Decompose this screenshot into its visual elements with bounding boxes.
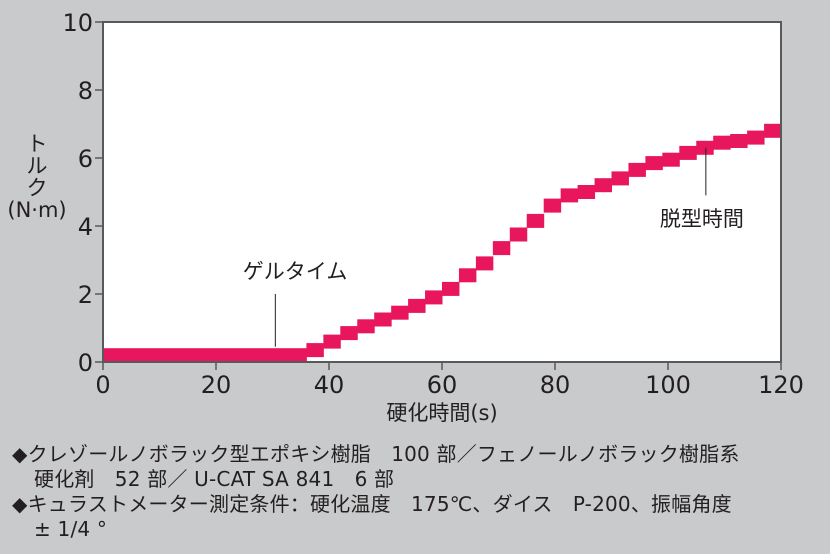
curve-step [475,256,494,271]
x-axis-title: 硬化時間(s) [386,401,497,425]
curve-step [103,348,290,363]
curve-step [560,188,579,203]
x-tick-label: 60 [427,371,458,399]
curve-step [442,281,460,296]
y-tick-label: 2 [78,281,93,309]
x-tick-label: 100 [645,371,691,399]
curve-step [594,178,612,193]
footnote-text: キュラストメーター測定条件：硬化温度 175℃、ダイス P-200、振幅角度 [27,492,732,516]
axes: 0 20 40 60 80 100 120 0 2 4 6 8 10 [62,9,803,399]
footnote-line: ◆キュラストメーター測定条件：硬化温度 175℃、ダイス P-200、振幅角度 [12,492,830,517]
y-axis-title-char: ト [26,132,48,156]
footnote-text: クレゾールノボラック型エポキシ樹脂 100 部／フェノールノボラック樹脂系 [27,442,740,466]
curve-step [509,227,528,242]
curve-step [289,348,307,363]
footnote-line: 硬化剤 52 部／ U-CAT SA 841 6 部 [12,467,830,492]
curve-step [730,134,748,148]
footnote-line: ◆クレゾールノボラック型エポキシ樹脂 100 部／フェノールノボラック樹脂系 [12,442,830,467]
curve-step [374,312,392,327]
curve-step [340,326,358,341]
x-tick-label: 40 [314,371,345,399]
curve-step [747,130,765,145]
torque-chart: ゲルタイム 脱型時間 0 20 40 60 80 100 120 0 2 4 6 8 10 硬化時間(s) [62,9,803,425]
y-tick-label: 6 [78,145,93,173]
curve-step [543,198,562,213]
curve-step [526,213,545,228]
x-tick-label: 80 [540,371,571,399]
annotations: ゲルタイム 脱型時間 [243,147,744,347]
curve-step [645,156,663,171]
x-tick-label: 20 [201,371,232,399]
y-axis-title: ト ル ク (N·m) [4,133,70,221]
curve-step [577,185,596,199]
y-tick-label: 10 [62,9,93,37]
annotation-label: 脱型時間 [660,207,744,231]
curve-step [306,343,324,358]
curve-step [391,305,409,320]
curve-step [425,290,443,305]
annotation-label: ゲルタイム [243,260,348,284]
footnotes: ◆クレゾールノボラック型エポキシ樹脂 100 部／フェノールノボラック樹脂系 硬… [12,442,830,542]
y-tick-label: 4 [78,213,93,241]
x-tick-label: 120 [758,371,804,399]
curve-step [696,140,714,155]
diamond-bullet-icon: ◆ [12,442,28,466]
footnote-line: ± 1/4 ° [12,517,830,542]
curve-step [679,145,697,160]
y-axis-title-unit: (N·m) [7,198,67,222]
footnote-text: ± 1/4 ° [34,517,108,541]
x-tick-label: 0 [95,371,110,399]
footnote-text: 硬化剤 52 部／ U-CAT SA 841 6 部 [34,467,395,491]
y-tick-label: 8 [78,77,93,105]
curve-step [764,123,782,138]
curve-step [628,162,646,177]
y-axis-title-char: ル [26,154,48,178]
curve-step [713,135,731,150]
torque-curve [103,123,782,363]
y-axis-title-char: ク [26,176,48,200]
plot-area [103,22,781,362]
curve-step [611,171,629,186]
curve-step [357,319,375,334]
curve-step [323,334,341,349]
curve-step [458,268,477,283]
curve-step [408,298,426,313]
diamond-bullet-icon: ◆ [12,492,28,516]
curve-step [492,241,511,256]
y-tick-label: 0 [78,349,93,377]
curve-step [662,152,680,167]
